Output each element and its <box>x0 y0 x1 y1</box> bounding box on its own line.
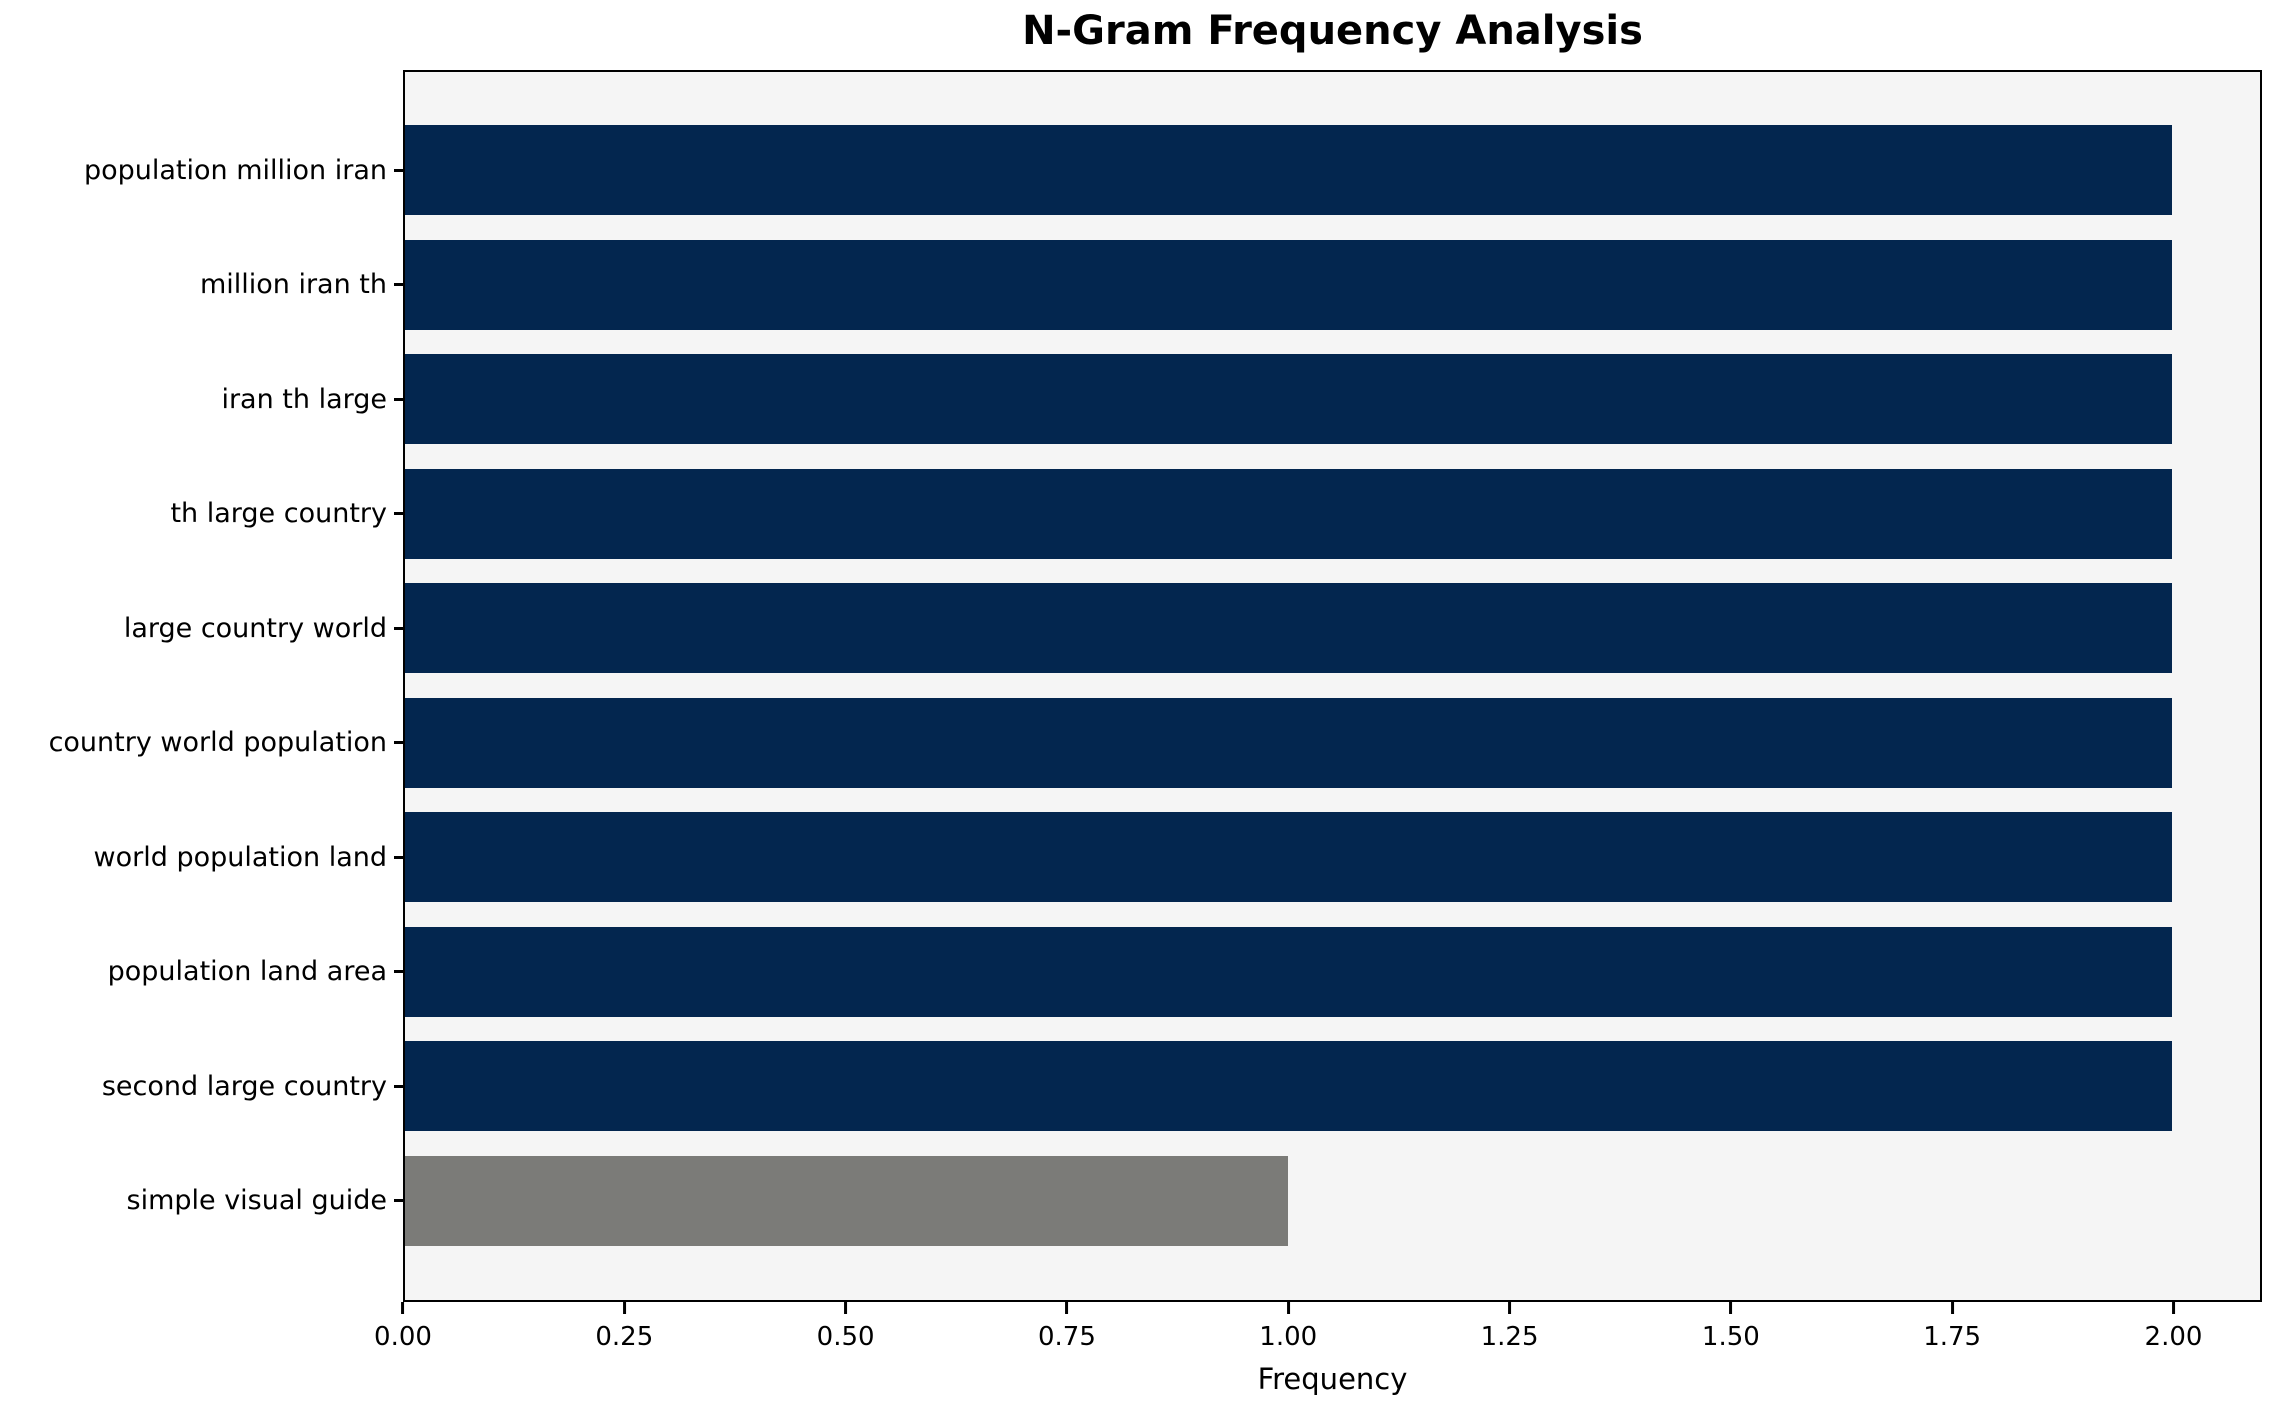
y-tick-mark <box>394 970 403 974</box>
x-tick: 0.50 <box>817 1302 875 1352</box>
x-tick-mark <box>1286 1302 1290 1314</box>
bar <box>405 239 2172 330</box>
x-tick-label: 1.50 <box>1701 1322 1760 1352</box>
y-row: large country world <box>0 571 403 686</box>
bar-row <box>405 228 2260 343</box>
x-tick: 0.75 <box>1038 1302 1096 1352</box>
bar-row <box>405 457 2260 572</box>
x-tick-label: 1.00 <box>1259 1322 1318 1352</box>
x-tick-mark <box>1065 1302 1069 1314</box>
x-tick: 1.75 <box>1923 1302 1981 1352</box>
bar <box>405 1041 2172 1132</box>
x-tick: 1.50 <box>1702 1302 1760 1352</box>
y-tick-mark <box>394 741 403 745</box>
bar-row <box>405 1029 2260 1144</box>
plot-area <box>403 70 2262 1302</box>
bar <box>405 468 2172 559</box>
y-tick-mark <box>394 1199 403 1203</box>
y-tick-mark <box>394 1084 403 1088</box>
y-row: world population land <box>0 800 403 915</box>
bar-row <box>405 1144 2260 1259</box>
y-tick-label: second large country <box>101 1070 387 1102</box>
y-row: iran th large <box>0 342 403 457</box>
y-tick-label: iran th large <box>221 383 387 415</box>
y-row: country world population <box>0 686 403 801</box>
x-tick: 0.00 <box>374 1302 432 1352</box>
bar <box>405 125 2172 216</box>
bar <box>405 1155 1289 1246</box>
bar <box>405 354 2172 445</box>
y-row: simple visual guide <box>0 1144 403 1259</box>
bar <box>405 697 2172 788</box>
x-tick-label: 1.75 <box>1923 1322 1982 1352</box>
x-tick-label: 0.00 <box>374 1322 432 1352</box>
y-tick-label: population million iran <box>83 154 387 186</box>
y-tick-mark <box>394 397 403 401</box>
x-tick-mark <box>844 1302 848 1314</box>
y-tick-label: country world population <box>48 727 387 759</box>
x-axis: 0.00 0.25 0.50 0.75 1.00 1.25 1.50 1.75 2.00 <box>374 1302 2262 1372</box>
y-row: million iran th <box>0 228 403 343</box>
bar-row <box>405 113 2260 228</box>
y-tick-mark <box>394 626 403 630</box>
y-tick-label: million iran th <box>199 269 387 301</box>
y-axis-labels: population million iran million iran th ir… <box>0 70 403 1302</box>
bar-row <box>405 915 2260 1030</box>
x-tick-label: 0.25 <box>595 1322 654 1352</box>
y-tick-mark <box>394 168 403 172</box>
x-tick-mark <box>401 1302 405 1314</box>
x-tick: 0.25 <box>595 1302 653 1352</box>
y-tick-label: large country world <box>123 612 387 644</box>
y-row: second large country <box>0 1029 403 1144</box>
bar <box>405 812 2172 903</box>
bar-row <box>405 342 2260 457</box>
x-tick-mark <box>1508 1302 1512 1314</box>
y-row: population land area <box>0 915 403 1030</box>
y-tick-label: population land area <box>107 956 387 988</box>
x-tick-label: 2.00 <box>2144 1322 2203 1352</box>
x-tick: 1.00 <box>1259 1302 1317 1352</box>
bar-row <box>405 571 2260 686</box>
y-tick-mark <box>394 512 403 516</box>
y-tick-mark <box>394 855 403 859</box>
x-axis-label: Frequency <box>1257 1362 1408 1396</box>
x-tick: 2.00 <box>2144 1302 2203 1352</box>
bar-row <box>405 686 2260 801</box>
y-row: th large country <box>0 457 403 572</box>
bars-container <box>405 72 2260 1300</box>
y-row: population million iran <box>0 113 403 228</box>
y-tick-label: th large country <box>170 498 387 530</box>
x-tick-mark <box>2171 1302 2175 1314</box>
bar-row <box>405 800 2260 915</box>
y-tick-label: simple visual guide <box>126 1185 388 1217</box>
y-tick-mark <box>394 283 403 287</box>
x-tick-mark <box>1729 1302 1733 1314</box>
x-tick-mark <box>622 1302 626 1314</box>
x-tick-label: 0.75 <box>1037 1322 1096 1352</box>
x-tick-label: 0.50 <box>816 1322 875 1352</box>
bar <box>405 926 2172 1017</box>
x-tick: 1.25 <box>1480 1302 1539 1352</box>
chart-title: N-Gram Frequency Analysis <box>1022 8 1643 54</box>
x-tick-mark <box>1950 1302 1954 1314</box>
bar <box>405 583 2172 674</box>
y-tick-label: world population land <box>93 841 387 873</box>
x-tick-label: 1.25 <box>1480 1322 1539 1352</box>
